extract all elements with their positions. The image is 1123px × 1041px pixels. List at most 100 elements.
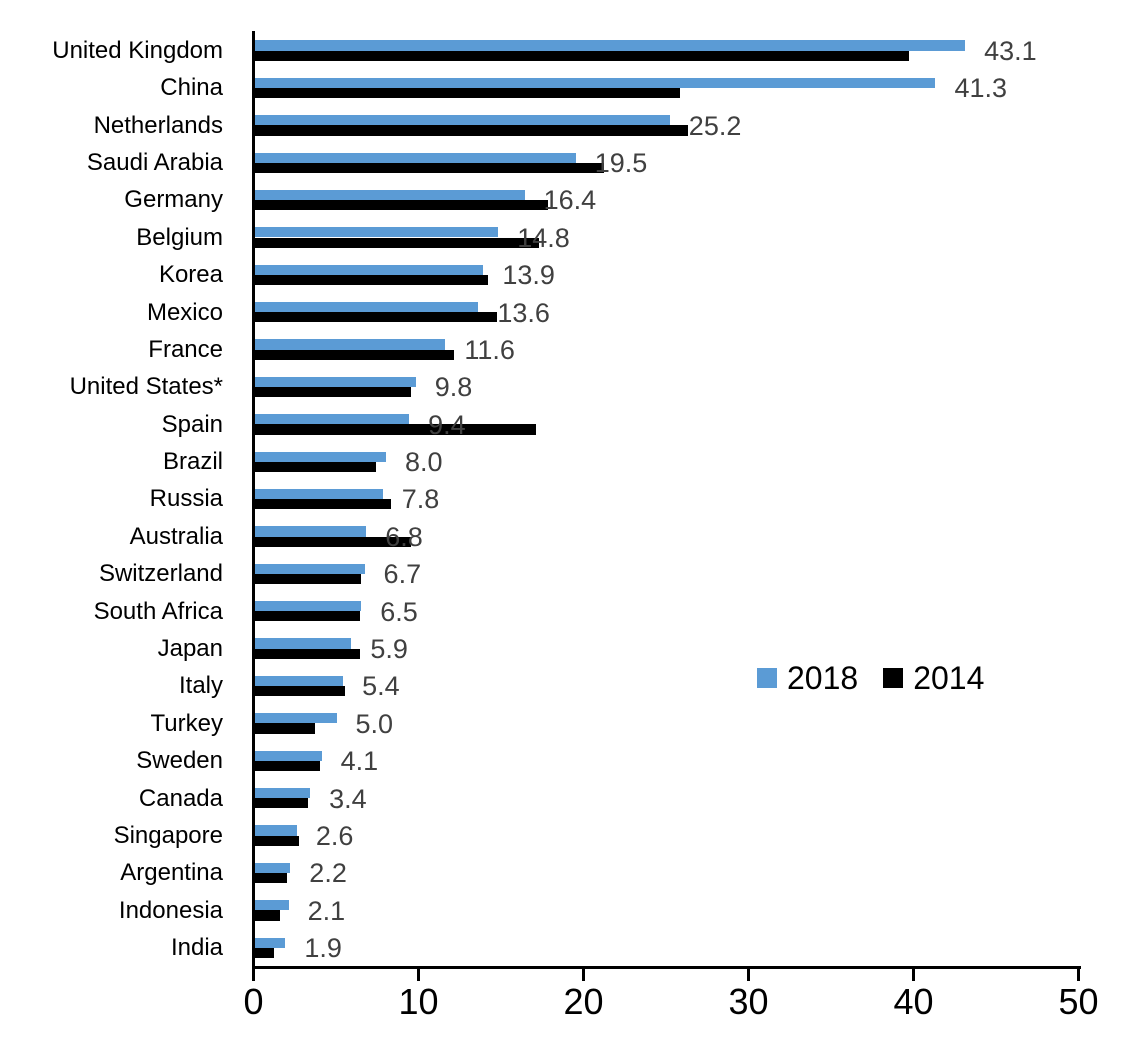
bar-2018: [254, 189, 525, 201]
x-tick-mark: [1077, 966, 1080, 981]
bar-2014: [254, 424, 537, 435]
category-label: China: [160, 74, 223, 102]
bar-2014: [254, 461, 377, 472]
bar-2018: [254, 862, 291, 873]
x-tick-mark: [252, 966, 255, 981]
value-label: 6.7: [383, 559, 422, 590]
legend-label-2018: 2018: [787, 660, 859, 696]
category-label: South Africa: [93, 597, 223, 625]
bar-2018: [254, 638, 352, 649]
bar-2014: [254, 162, 604, 173]
bar-2018: [254, 376, 416, 387]
category-label: Japan: [157, 634, 223, 662]
bar-2018: [254, 601, 362, 612]
x-tick-label: 40: [893, 981, 934, 1022]
bar-2018: [254, 339, 446, 350]
x-tick-label: 50: [1058, 981, 1099, 1022]
value-label: 3.4: [329, 783, 367, 814]
bar-2014: [254, 349, 454, 360]
value-label: 9.8: [434, 372, 473, 403]
category-label: United Kingdom: [52, 36, 223, 64]
bar-2018: [254, 750, 322, 761]
y-axis-line: [252, 31, 255, 969]
value-label: 9.4: [428, 409, 466, 440]
bar-2018: [254, 152, 576, 163]
x-tick-mark: [582, 966, 585, 981]
bar-2014: [254, 200, 548, 211]
bar-2014: [254, 499, 391, 510]
value-label: 16.4: [543, 185, 597, 216]
category-label: Netherlands: [93, 111, 223, 139]
legend: 2018 2014: [757, 662, 984, 694]
category-label: Korea: [158, 261, 223, 289]
bar-2018: [254, 414, 410, 425]
bar-2014: [254, 648, 360, 659]
bar-2014: [254, 686, 345, 697]
bar-2018: [254, 825, 297, 836]
bar-2018: [254, 115, 670, 126]
x-tick-mark: [912, 966, 915, 981]
bar-2014: [254, 274, 489, 286]
bar-2014: [254, 573, 362, 585]
value-label: 1.9: [304, 933, 342, 964]
bar-2014: [254, 387, 411, 398]
category-label: Singapore: [113, 821, 223, 849]
legend-label-2014: 2014: [913, 660, 985, 696]
value-label: 13.6: [497, 297, 550, 328]
category-label: Brazil: [162, 448, 223, 476]
category-label: Germany: [124, 186, 223, 214]
category-label: Argentina: [120, 859, 223, 887]
category-label: Spain: [161, 410, 223, 438]
category-label: India: [170, 934, 223, 962]
category-label: Belgium: [136, 223, 223, 251]
value-label: 13.9: [502, 260, 555, 291]
value-label: 6.8: [385, 521, 423, 552]
bar-2014: [254, 723, 316, 734]
value-label: 5.0: [355, 708, 394, 739]
bar-2014: [254, 910, 281, 921]
x-tick-label: 10: [398, 981, 439, 1022]
bar-2014: [254, 798, 309, 809]
bar-2018: [254, 900, 289, 911]
value-label: 19.5: [594, 148, 648, 179]
bar-2018: [254, 675, 344, 687]
value-label: 6.5: [380, 596, 418, 627]
value-label: 4.1: [340, 746, 379, 777]
x-axis-line: [252, 966, 1081, 969]
category-label: Turkey: [150, 709, 223, 737]
bar-2014: [254, 237, 540, 248]
x-tick-label: 0: [243, 981, 264, 1022]
value-label: 5.4: [362, 671, 400, 702]
value-label: 2.2: [309, 858, 347, 889]
value-label: 2.6: [315, 820, 354, 851]
category-label: Saudi Arabia: [86, 149, 223, 177]
category-label: Mexico: [146, 298, 223, 326]
bar-2018: [254, 77, 936, 88]
x-tick-mark: [417, 966, 420, 981]
bar-2014: [254, 760, 320, 771]
bar-2014: [254, 835, 299, 846]
bar-2018: [254, 40, 966, 51]
bar-2018: [254, 526, 367, 537]
category-label: Switzerland: [98, 560, 223, 588]
bar-2014: [254, 872, 287, 884]
bar-2018: [254, 788, 311, 799]
bar-2018: [254, 563, 365, 574]
bar-2018: [254, 937, 286, 948]
bar-2014: [254, 50, 910, 61]
bar-2014: [254, 312, 497, 323]
category-label: Italy: [178, 672, 223, 700]
category-label: Australia: [129, 522, 223, 550]
bar-2018: [254, 713, 337, 724]
legend-swatch-2014: [883, 668, 904, 688]
bar-2014: [254, 125, 688, 136]
category-label: Russia: [149, 485, 223, 513]
bar-2014: [254, 947, 274, 958]
category-label: France: [148, 335, 223, 363]
bar-2014: [254, 536, 411, 547]
x-tick-label: 20: [563, 981, 604, 1022]
bar-2014: [254, 87, 680, 99]
legend-swatch-2018: [757, 668, 777, 688]
bar-2014: [254, 611, 360, 622]
